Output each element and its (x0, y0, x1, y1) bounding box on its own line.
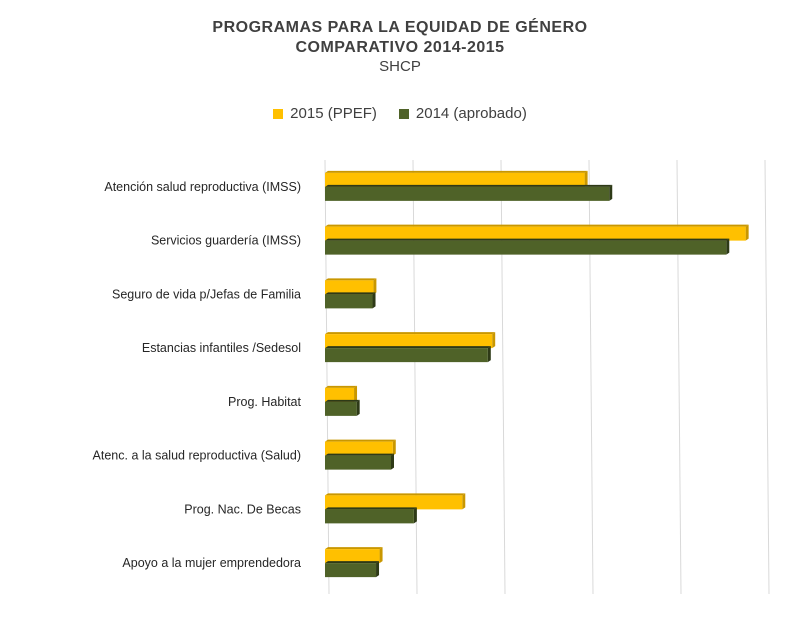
bar-2014 (325, 294, 373, 309)
bar-2014 (325, 563, 377, 578)
bar-2015 (325, 172, 585, 187)
bar-2014 (325, 240, 727, 255)
bar-side (354, 385, 358, 402)
bar-side (726, 238, 730, 255)
bar-top (325, 170, 588, 173)
chart-title: PROGRAMAS PARA LA EQUIDAD DE GÉNERO (212, 19, 588, 36)
bar-side (391, 453, 394, 470)
bar-2015 (325, 226, 746, 241)
bar-top (325, 238, 730, 241)
bar-top (325, 184, 613, 187)
category-label: Seguro de vida p/Jefas de Familia (112, 287, 301, 301)
legend-swatch-2015 (273, 108, 284, 119)
bar-side (413, 507, 417, 524)
gridline (764, 159, 770, 595)
bar-side (376, 561, 380, 578)
bar-2015 (325, 549, 380, 564)
bar-side (379, 547, 383, 564)
category-label: Prog. Habitat (228, 395, 301, 409)
bar-side (492, 332, 496, 349)
category-labels: Atención salud reproductiva (IMSS) Servic… (93, 180, 302, 570)
bar-side (745, 224, 749, 241)
bar-side (462, 493, 466, 510)
legend-label-2015: 2015 (PPEF) (290, 105, 377, 122)
legend-label-2014: 2014 (aprobado) (415, 105, 527, 122)
bar-top (325, 507, 417, 510)
category-label: Apoyo a la mujer emprendedora (122, 556, 301, 570)
bar-side (372, 292, 376, 309)
bar-side (487, 346, 491, 363)
bar-side (392, 439, 396, 456)
bar-2014 (325, 401, 357, 416)
bar-2014 (325, 348, 488, 363)
bar-2015 (325, 334, 493, 349)
bar-side (356, 399, 360, 416)
legend-swatch-2014 (398, 108, 409, 119)
bar-top (325, 332, 496, 335)
bar-2015 (325, 495, 463, 510)
bar-side (584, 170, 588, 187)
bar-2014 (325, 509, 414, 524)
legend-item-2014: 2014 (aprobado) (398, 105, 527, 122)
chart-legend: 2015 (PPEF) 2014 (aprobado) (0, 105, 800, 122)
bar-2015 (325, 280, 374, 295)
bar-top (325, 439, 396, 442)
bar-top (325, 224, 749, 227)
bar-top (325, 561, 380, 564)
category-label: Estancias infantiles /Sedesol (142, 341, 301, 355)
category-label: Atenc. a la salud reproductiva (Salud) (93, 449, 301, 463)
bar-2015 (325, 387, 355, 402)
bar-side (609, 184, 613, 201)
legend-item-2015: 2015 (PPEF) (273, 105, 377, 122)
category-label: Servicios guardería (IMSS) (151, 234, 301, 248)
bar-top (325, 385, 358, 388)
bar-2014 (325, 455, 391, 470)
bar-top (325, 399, 360, 402)
bar-top (325, 547, 383, 550)
bar-top (325, 493, 466, 496)
bar-top (325, 278, 377, 281)
bar-top (325, 453, 394, 456)
chart-subtitle: SHCP (379, 58, 421, 75)
chart-bars (325, 170, 749, 578)
category-label: Prog. Nac. De Becas (184, 502, 301, 516)
bar-top (325, 292, 376, 295)
category-label: Atención salud reproductiva (IMSS) (104, 180, 301, 194)
bar-side (373, 278, 377, 295)
bar-2015 (325, 441, 393, 456)
chart-title-line2: COMPARATIVO 2014-2015 (295, 39, 505, 56)
chart-title-block: PROGRAMAS PARA LA EQUIDAD DE GÉNERO COMP… (0, 18, 800, 76)
bar-2014 (325, 186, 610, 201)
bar-top (325, 346, 491, 349)
